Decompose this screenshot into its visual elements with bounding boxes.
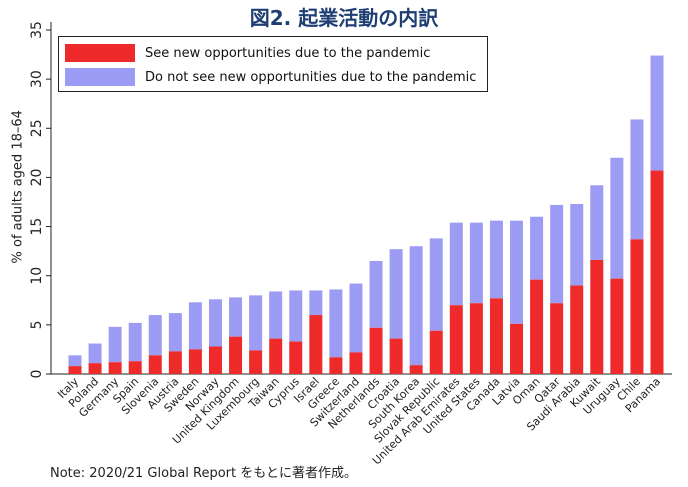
bar-segment-not-see [229, 297, 243, 337]
bar-segment-see [650, 170, 664, 374]
bar-segment-see [429, 330, 443, 374]
bar-segment-see [570, 285, 584, 374]
y-tick-label: 0 [29, 370, 45, 379]
bar-segment-see [409, 365, 423, 374]
bar-segment-not-see [148, 315, 162, 356]
bar-segment-see [289, 341, 303, 374]
legend-item-see: See new opportunities due to the pandemi… [65, 43, 430, 63]
bar-segment-see [389, 338, 403, 374]
bar-segment-not-see [249, 295, 263, 351]
bar-segment-see [329, 357, 343, 374]
y-tick-label: 25 [29, 119, 45, 137]
bar-segment-see [229, 336, 243, 374]
bar-segment-not-see [108, 326, 122, 363]
bar-segment-see [188, 349, 202, 374]
bar-segment-see [530, 279, 544, 374]
bar-segment-not-see [369, 260, 383, 328]
legend-swatch-see [65, 44, 135, 62]
bar-segment-not-see [530, 216, 544, 280]
legend-label-see: See new opportunities due to the pandemi… [145, 45, 431, 61]
bar-segment-see [510, 323, 524, 374]
y-tick-label: 35 [29, 21, 45, 39]
bar-segment-see [369, 327, 383, 374]
bar-segment-not-see [68, 355, 82, 367]
y-tick-label: 20 [29, 169, 45, 187]
bar-segment-see [208, 346, 222, 374]
y-axis-label: % of adults aged 18–64 [10, 110, 26, 264]
bar-segment-not-see [269, 291, 283, 339]
bar-segment-not-see [128, 322, 142, 362]
legend-label-not-see: Do not see new opportunities due to the … [145, 69, 477, 85]
bar-segment-not-see [389, 249, 403, 339]
bar-segment-not-see [329, 289, 343, 358]
y-tick-label: 15 [29, 218, 45, 236]
bar-segment-not-see [429, 238, 443, 331]
bar-segment-see [309, 315, 323, 374]
bar-segment-not-see [208, 299, 222, 347]
bar-segment-see [68, 366, 82, 374]
bar-segment-see [168, 351, 182, 374]
bar-segment-see [610, 278, 624, 374]
bar-segment-see [249, 350, 263, 374]
bar-segment-not-see [550, 204, 564, 304]
bar-segment-not-see [168, 313, 182, 352]
legend-swatch-not-see [65, 68, 135, 86]
legend-item-not-see: Do not see new opportunities due to the … [65, 67, 476, 87]
bar-segment-not-see [650, 55, 664, 171]
bar-segment-not-see [349, 283, 363, 353]
bar-segment-see [108, 362, 122, 374]
bar-segment-not-see [188, 302, 202, 350]
bars [68, 55, 664, 374]
y-tick-label: 5 [29, 320, 45, 329]
bar-segment-not-see [469, 222, 483, 304]
bar-segment-see [269, 338, 283, 374]
y-tick-label: 10 [29, 267, 45, 285]
bar-segment-see [550, 303, 564, 374]
bar-segment-see [630, 239, 644, 374]
bar-segment-not-see [610, 157, 624, 279]
y-tick-label: 30 [29, 70, 45, 88]
bar-segment-not-see [630, 119, 644, 240]
chart-title: 図2. 起業活動の内訳 [249, 6, 439, 30]
bar-segment-see [349, 352, 363, 374]
bar-segment-see [590, 259, 604, 374]
bar-segment-see [88, 363, 102, 374]
bar-segment-not-see [409, 246, 423, 366]
bar-segment-see [489, 298, 503, 374]
bar-segment-see [449, 305, 463, 374]
bar-segment-not-see [309, 290, 323, 316]
bar-segment-not-see [590, 185, 604, 260]
bar-segment-see [128, 361, 142, 374]
bar-segment-not-see [570, 203, 584, 286]
bar-segment-see [148, 355, 162, 374]
bar-segment-not-see [289, 290, 303, 342]
legend: See new opportunities due to the pandemi… [58, 36, 488, 92]
bar-segment-see [469, 303, 483, 374]
bar-segment-not-see [88, 343, 102, 364]
bar-segment-not-see [489, 220, 503, 299]
bar-segment-not-see [449, 222, 463, 306]
bar-segment-not-see [510, 220, 524, 324]
footnote: Note: 2020/21 Global Report をもとに著者作成。 [50, 466, 357, 481]
